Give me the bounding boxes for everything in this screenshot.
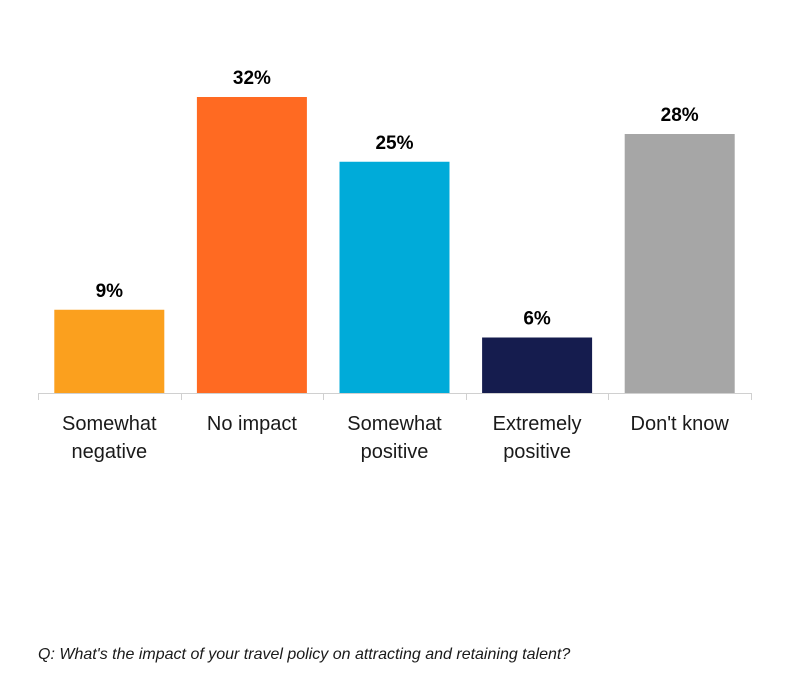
bar-4: [482, 337, 593, 393]
value-label-2: 32%: [233, 68, 271, 89]
bar-1: [54, 309, 165, 393]
x-tick-label-5: Don't know: [631, 413, 730, 435]
x-tick-label-line: Extremely: [493, 413, 582, 435]
x-axis: [38, 393, 752, 400]
value-labels-group: 9% 32% 25% 6% 28%: [96, 68, 699, 330]
x-tick-label-line: Somewhat: [347, 413, 442, 435]
x-tick-label-4: Extremely positive: [493, 413, 582, 463]
survey-question-footnote: Q: What's the impact of your travel poli…: [38, 646, 571, 663]
bar-5: [624, 134, 735, 393]
x-tick-label-1: Somewhat negative: [62, 413, 157, 463]
x-tick-label-3: Somewhat positive: [347, 413, 442, 463]
x-tick-label-line: No impact: [207, 413, 297, 435]
bar-2: [196, 97, 307, 393]
x-tick-label-line: Don't know: [631, 413, 730, 435]
value-label-5: 28%: [661, 105, 699, 126]
x-tick-label-line: negative: [71, 441, 147, 463]
x-tick-label-2: No impact: [207, 413, 297, 435]
x-tick-labels-group: Somewhat negative No impact Somewhat positiv…: [62, 413, 729, 463]
value-label-3: 25%: [375, 133, 413, 154]
value-label-4: 6%: [523, 309, 551, 330]
x-tick-label-line: positive: [503, 441, 571, 463]
x-tick-label-line: positive: [361, 441, 429, 463]
bars-group: [54, 97, 735, 393]
value-label-1: 9%: [96, 281, 124, 302]
bar-3: [339, 161, 450, 393]
x-tick-label-line: Somewhat: [62, 413, 157, 435]
